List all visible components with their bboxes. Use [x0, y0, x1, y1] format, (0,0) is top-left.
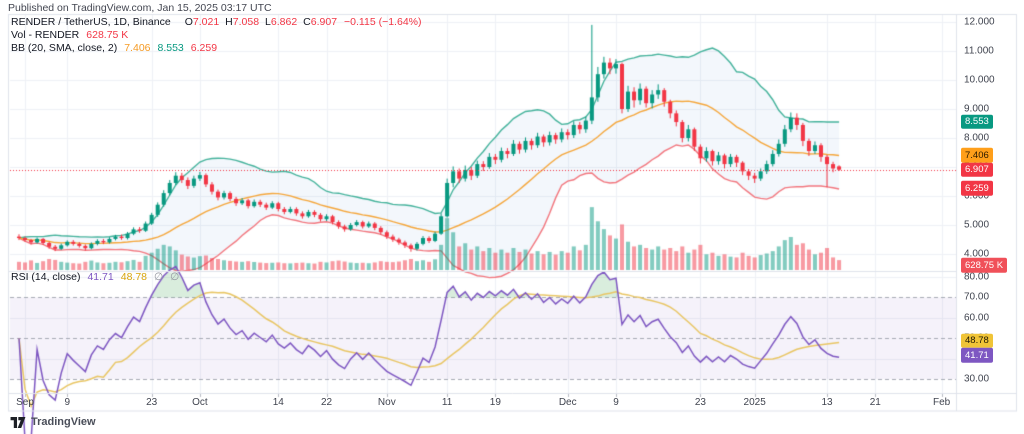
- price-tick-11.000: 11.000: [964, 45, 994, 57]
- time-tick-Nov: Nov: [377, 397, 396, 408]
- rsi-tick-80.00: 80.00: [964, 271, 990, 283]
- rsi-hidden-plot-1: ∅: [154, 271, 164, 283]
- bb-basis-value: 7.406: [124, 42, 151, 54]
- rsi-legend-row[interactable]: RSI (14, close) 41.71 48.78 ∅ ∅: [11, 272, 179, 283]
- time-tick-11: 11: [441, 397, 453, 408]
- axis-badge-41.71: 41.71: [961, 347, 993, 363]
- time-tick-9: 9: [64, 397, 71, 408]
- low-value: 6.862: [270, 16, 298, 28]
- close-label: C: [303, 16, 311, 28]
- price-tick-10.000: 10.000: [964, 74, 995, 86]
- time-tick-Oct: Oct: [192, 397, 208, 408]
- change-value: −0.115 (−1.64%): [344, 16, 422, 28]
- time-tick-Dec: Dec: [558, 397, 577, 408]
- bb-label: BB (20, SMA, close, 2): [11, 42, 118, 54]
- time-tick-Sep: Sep: [16, 397, 34, 408]
- time-tick-23: 23: [146, 397, 158, 408]
- time-tick-22: 22: [320, 397, 333, 408]
- chart-legend: RENDER / TetherUS, 1D, Binance O7.021 H7.0…: [11, 17, 422, 56]
- rsi-tick-30.00: 30.00: [964, 373, 990, 385]
- footer-branding[interactable]: TradingView: [10, 416, 96, 428]
- volume-legend-row[interactable]: Vol - RENDER 628.75 K: [11, 30, 422, 41]
- price-tick-4.000: 4.000: [964, 248, 990, 260]
- rsi-ma-value: 48.78: [120, 271, 148, 283]
- low-label: L: [265, 16, 271, 28]
- rsi-value: 41.71: [87, 271, 114, 283]
- time-tick-9: 9: [613, 397, 619, 408]
- axis-badge-7.406: 7.406: [961, 147, 993, 163]
- time-tick-23: 23: [694, 397, 706, 408]
- axis-badge-48.78: 48.78: [961, 333, 993, 348]
- time-tick-2025: 2025: [743, 397, 766, 408]
- bb-legend-row[interactable]: BB (20, SMA, close, 2) 7.406 8.553 6.259: [11, 43, 422, 54]
- tradingview-logo-icon: [10, 416, 26, 428]
- volume-value: 628.75 K: [86, 29, 129, 41]
- time-tick-Feb: Feb: [932, 397, 951, 408]
- price-tick-9.000: 9.000: [964, 103, 990, 115]
- axis-badge-6.259: 6.259: [961, 181, 993, 196]
- axis-badge-6.907: 6.907: [961, 162, 993, 177]
- tradingview-brand-name: TradingView: [31, 416, 96, 428]
- bb-lower-value: 6.259: [190, 42, 218, 54]
- time-tick-13: 13: [821, 397, 833, 408]
- high-value: 7.058: [232, 16, 260, 28]
- bb-upper-value: 8.553: [157, 42, 184, 54]
- open-value: 7.021: [192, 16, 220, 28]
- rsi-label: RSI (14, close): [11, 271, 81, 283]
- price-tick-6.000: 6.000: [964, 190, 990, 202]
- volume-label: Vol - RENDER: [11, 29, 80, 41]
- published-header: Published on TradingView.com, Jan 15, 20…: [8, 2, 272, 14]
- price-tick-12.000: 12.000: [964, 16, 995, 28]
- open-label: O: [184, 16, 193, 28]
- time-tick-21: 21: [869, 397, 881, 408]
- symbol-title: RENDER / TetherUS, 1D, Binance: [11, 16, 171, 28]
- rsi-tick-70.00: 70.00: [964, 291, 990, 303]
- time-tick-19: 19: [489, 397, 501, 408]
- price-tick-8.000: 8.000: [964, 132, 990, 144]
- axis-badge-8.553: 8.553: [961, 114, 993, 130]
- axis-badge-628.75K: 628.75 K: [961, 257, 1008, 273]
- time-tick-14: 14: [272, 397, 284, 408]
- price-tick-5.000: 5.000: [964, 219, 990, 231]
- symbol-legend-row[interactable]: RENDER / TetherUS, 1D, Binance O7.021 H7.0…: [11, 17, 422, 28]
- rsi-hidden-plot-2: ∅: [170, 271, 180, 283]
- high-label: H: [225, 16, 233, 28]
- close-value: 6.907: [310, 16, 338, 28]
- rsi-tick-60.00: 60.00: [964, 312, 990, 324]
